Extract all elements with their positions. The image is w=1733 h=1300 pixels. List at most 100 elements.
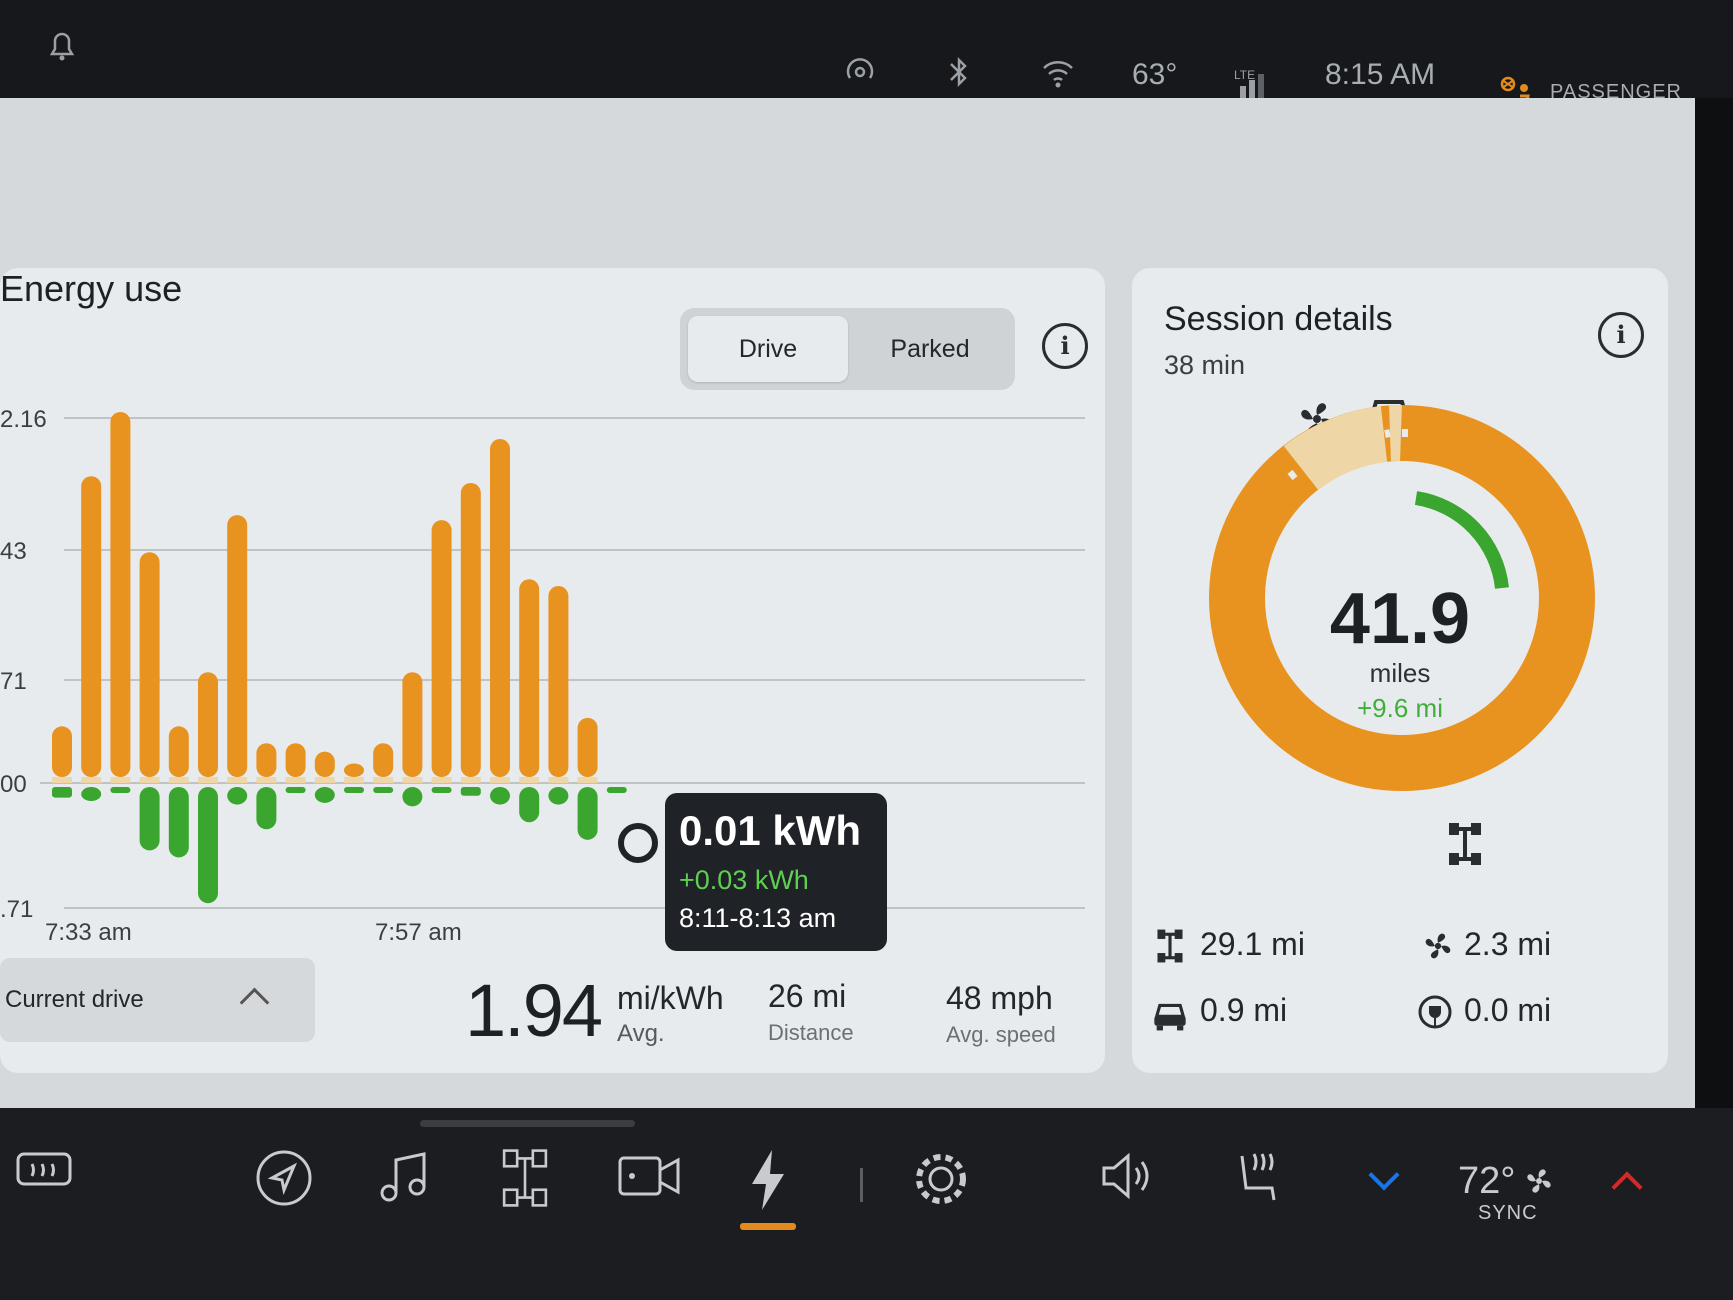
consumption-bar[interactable] xyxy=(373,743,394,777)
regen-bar[interactable] xyxy=(460,787,481,796)
regen-bar[interactable] xyxy=(256,787,277,830)
consumption-bar[interactable] xyxy=(344,763,364,777)
consumption-bar[interactable] xyxy=(314,751,335,777)
consumption-bar-base xyxy=(402,777,423,783)
energy-info-icon[interactable]: i xyxy=(1042,323,1088,369)
energy-title: Energy use xyxy=(0,268,183,309)
consumption-bar-base xyxy=(373,777,394,783)
avg-efficiency-unit: mi/kWh xyxy=(617,980,724,1016)
session-duration: 38 min xyxy=(1164,350,1246,380)
consumption-bar[interactable] xyxy=(431,520,452,777)
seat-heater-icon[interactable] xyxy=(1232,1148,1284,1208)
hotspot-icon[interactable] xyxy=(838,50,882,94)
consumption-bar[interactable] xyxy=(198,672,218,777)
energy-icon[interactable] xyxy=(748,1148,788,1212)
regen-bar[interactable] xyxy=(373,787,394,793)
consumption-bar[interactable] xyxy=(490,439,510,777)
signal-icon xyxy=(1240,74,1264,98)
regen-bar[interactable] xyxy=(110,787,131,793)
rear-defrost-icon[interactable] xyxy=(14,1148,74,1198)
y-tick-label: .71 xyxy=(0,896,33,923)
consumption-bar-base xyxy=(81,777,102,783)
consumption-bar[interactable] xyxy=(139,552,160,777)
consumption-bar[interactable] xyxy=(52,726,72,777)
drivetrain-icon xyxy=(1449,823,1481,865)
bell-icon[interactable] xyxy=(40,24,84,68)
regen-bar[interactable] xyxy=(52,787,72,798)
temp-down-icon[interactable] xyxy=(1368,1159,1400,1191)
status-bar: 63° LTE 8:15 AM PASSENGER AIRBAG OFF xyxy=(0,0,1733,127)
avg-efficiency-label: Avg. xyxy=(617,1020,665,1047)
consumption-bar[interactable] xyxy=(285,743,306,777)
avg-efficiency-value: 1.94 xyxy=(465,969,603,1052)
chart-cursor[interactable] xyxy=(618,823,658,863)
consumption-bar[interactable] xyxy=(460,482,481,777)
temp-up-icon[interactable] xyxy=(1611,1171,1643,1203)
consumption-bar[interactable] xyxy=(548,586,569,777)
regen-bar[interactable] xyxy=(344,787,364,793)
regen-bar[interactable] xyxy=(519,787,540,823)
regen-bar[interactable] xyxy=(81,787,102,802)
tab-parked[interactable]: Parked xyxy=(890,335,970,363)
regen-bar[interactable] xyxy=(139,787,160,851)
consumption-bar-base xyxy=(344,777,364,783)
consumption-bar[interactable] xyxy=(110,412,131,777)
drivetrain-icon[interactable] xyxy=(500,1148,550,1208)
climate-distance: 2.3 mi xyxy=(1464,926,1552,962)
range-value: 41.9 xyxy=(1329,579,1471,659)
camera-icon[interactable] xyxy=(618,1148,682,1204)
distance-value: 26 mi xyxy=(768,978,847,1014)
consumption-bar[interactable] xyxy=(168,726,189,777)
tab-drive[interactable]: Drive xyxy=(688,316,848,382)
regen-bar[interactable] xyxy=(548,787,569,805)
music-icon[interactable] xyxy=(374,1148,434,1208)
regen-bar[interactable] xyxy=(606,787,627,793)
consumption-bar[interactable] xyxy=(81,476,102,777)
regen-bar[interactable] xyxy=(314,787,335,803)
bottom-dock: 72° SYNC xyxy=(0,1108,1733,1300)
consumption-bar-base xyxy=(577,777,598,783)
y-tick-label: 2.16 xyxy=(0,406,47,433)
consumption-bar-base xyxy=(110,777,131,783)
regen-bar[interactable] xyxy=(227,787,248,805)
consumption-bar-base xyxy=(227,777,248,783)
consumption-bar[interactable] xyxy=(227,515,248,777)
x-tick-label: 7:57 am xyxy=(375,919,462,946)
lte-label: LTE xyxy=(1234,68,1256,82)
navigation-icon[interactable] xyxy=(254,1148,314,1208)
session-details-panel: Session details 38 min i 41.9 miles +9.6… xyxy=(1132,268,1668,1073)
bluetooth-icon[interactable] xyxy=(937,50,981,94)
clock: 8:15 AM xyxy=(1325,58,1436,91)
settings-gear-icon[interactable] xyxy=(910,1148,972,1210)
regen-bar[interactable] xyxy=(198,787,218,904)
consumption-bar-base xyxy=(52,777,72,783)
dock-divider xyxy=(860,1168,863,1202)
regen-bar[interactable] xyxy=(577,787,598,840)
consumption-bar[interactable] xyxy=(256,743,277,777)
avg-speed-value: 48 mph xyxy=(946,980,1053,1016)
airbag-line1: PASSENGER xyxy=(1550,81,1682,103)
cabin-temperature[interactable]: 72° xyxy=(1458,1160,1516,1202)
regen-bar[interactable] xyxy=(168,787,189,858)
regen-bar[interactable] xyxy=(490,787,510,805)
volume-icon[interactable] xyxy=(1100,1148,1154,1204)
current-drive-selector[interactable]: Current drive xyxy=(0,958,315,1042)
drawer-handle[interactable] xyxy=(420,1120,635,1127)
y-tick-label: 71 xyxy=(0,668,27,695)
consumption-bar-base xyxy=(460,777,481,783)
active-app-indicator xyxy=(740,1223,796,1230)
current-drive-label: Current drive xyxy=(5,986,144,1013)
consumption-bar[interactable] xyxy=(519,579,540,777)
fan-icon xyxy=(1527,1169,1551,1193)
regen-bar[interactable] xyxy=(431,787,452,793)
consumption-bar[interactable] xyxy=(577,717,598,777)
wifi-icon[interactable] xyxy=(1036,50,1080,94)
consumption-bar[interactable] xyxy=(402,672,423,777)
consumption-bar-base xyxy=(285,777,306,783)
regen-bar[interactable] xyxy=(285,787,306,793)
tooltip-time: 8:11-8:13 am xyxy=(679,903,837,933)
regen-bar[interactable] xyxy=(402,787,423,807)
y-tick-label: 43 xyxy=(0,538,27,565)
session-info-icon[interactable]: i xyxy=(1598,312,1644,358)
